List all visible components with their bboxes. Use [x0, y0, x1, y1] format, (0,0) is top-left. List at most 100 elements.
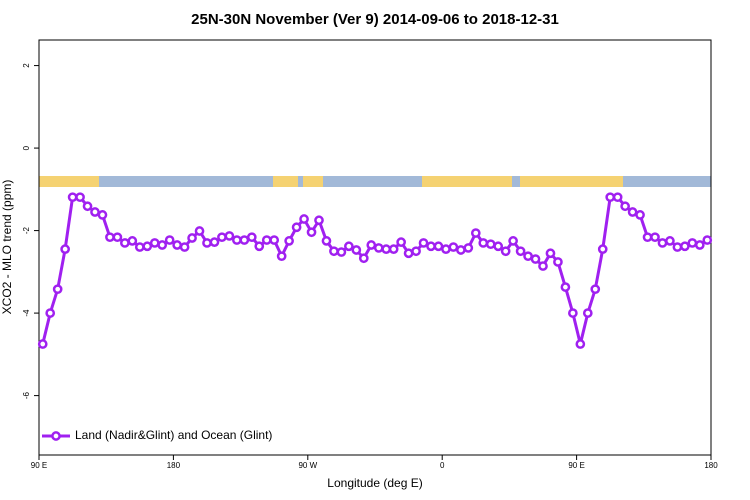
data-point [680, 241, 690, 252]
data-point [635, 210, 645, 220]
data-point [396, 237, 406, 247]
data-point [329, 246, 339, 257]
data-point [500, 246, 511, 257]
data-point [224, 231, 235, 241]
data-point [232, 235, 242, 245]
data-point [665, 236, 675, 246]
y-axis-label: XCO2 - MLO trend (ppm) [0, 180, 14, 315]
data-point [284, 236, 294, 246]
data-point [75, 192, 85, 203]
data-point [358, 253, 369, 264]
data-point [351, 245, 362, 255]
data-point [575, 339, 586, 349]
data-point [612, 192, 623, 203]
data-point [515, 246, 526, 257]
data-point [627, 207, 638, 217]
data-point [620, 201, 630, 212]
x-tick-label: 180 [704, 461, 718, 470]
data-point [306, 227, 317, 238]
data-point [90, 207, 100, 217]
legend-marker [51, 431, 61, 441]
data-point [433, 241, 444, 252]
y-tick-label: -2 [22, 226, 31, 234]
data-point [120, 238, 130, 248]
data-point [82, 201, 93, 212]
data-point [508, 236, 518, 246]
data-point [149, 238, 160, 248]
data-point [597, 244, 608, 255]
data-point [702, 235, 713, 245]
land-ocean-strip [39, 176, 711, 187]
data-point [456, 245, 466, 255]
data-point [105, 232, 115, 243]
data-point [112, 232, 123, 243]
series-line [41, 195, 709, 345]
data-point [254, 241, 265, 252]
data-point [179, 242, 190, 252]
data-point [687, 238, 698, 248]
data-point [97, 210, 108, 220]
data-point [314, 215, 324, 226]
data-point [553, 257, 563, 267]
x-tick-label: 90 W [298, 461, 317, 470]
x-tick-label: 180 [167, 461, 181, 470]
data-point [560, 282, 571, 292]
data-point [52, 284, 63, 295]
data-point [568, 308, 578, 318]
data-point [426, 241, 436, 252]
data-point [164, 235, 175, 245]
data-point [485, 239, 496, 250]
data-point [291, 222, 302, 233]
data-point [246, 232, 257, 243]
data-point [590, 284, 601, 295]
legend-label: Land (Nadir&Glint) and Ocean (Glint) [75, 428, 272, 442]
chart-title: 25N-30N November (Ver 9) 2014-09-06 to 2… [191, 11, 559, 28]
x-tick-label: 90 E [568, 461, 584, 470]
data-point [127, 236, 138, 246]
data-point [545, 248, 556, 259]
x-tick-label: 90 E [31, 461, 47, 470]
data-point [239, 235, 250, 245]
data-point [538, 261, 548, 271]
data-point [523, 251, 533, 262]
y-tick-label: -4 [22, 309, 31, 317]
data-point [67, 192, 78, 203]
data-point [276, 251, 287, 262]
data-point [194, 226, 205, 236]
data-point [657, 238, 668, 248]
data-point [605, 192, 616, 203]
data-point [60, 244, 70, 255]
data-point [299, 214, 309, 224]
data-point [134, 242, 145, 252]
y-tick-label: -6 [22, 391, 31, 399]
data-point [650, 232, 660, 243]
data-point [448, 242, 459, 252]
data-point [172, 240, 182, 250]
data-point [202, 238, 212, 248]
data-point [157, 240, 168, 250]
y-tick-label: 2 [22, 63, 31, 68]
data-point [403, 248, 414, 259]
data-point [381, 244, 392, 255]
data-point [463, 243, 474, 253]
y-tick-label: 0 [22, 145, 31, 150]
data-point [269, 235, 280, 245]
data-point [441, 244, 451, 255]
x-tick-label: 0 [440, 461, 445, 470]
data-point [142, 241, 153, 252]
data-point [672, 242, 683, 252]
data-point [344, 241, 354, 252]
data-point [373, 243, 384, 253]
data-point [478, 238, 489, 248]
data-point [582, 308, 593, 318]
data-point [694, 240, 705, 250]
data-point [217, 232, 227, 243]
data-point [411, 246, 421, 257]
data-point [336, 247, 347, 257]
data-point [187, 233, 197, 243]
data-point [45, 308, 56, 318]
data-point [418, 238, 429, 248]
plot-frame [38, 39, 712, 456]
data-point [388, 244, 399, 255]
